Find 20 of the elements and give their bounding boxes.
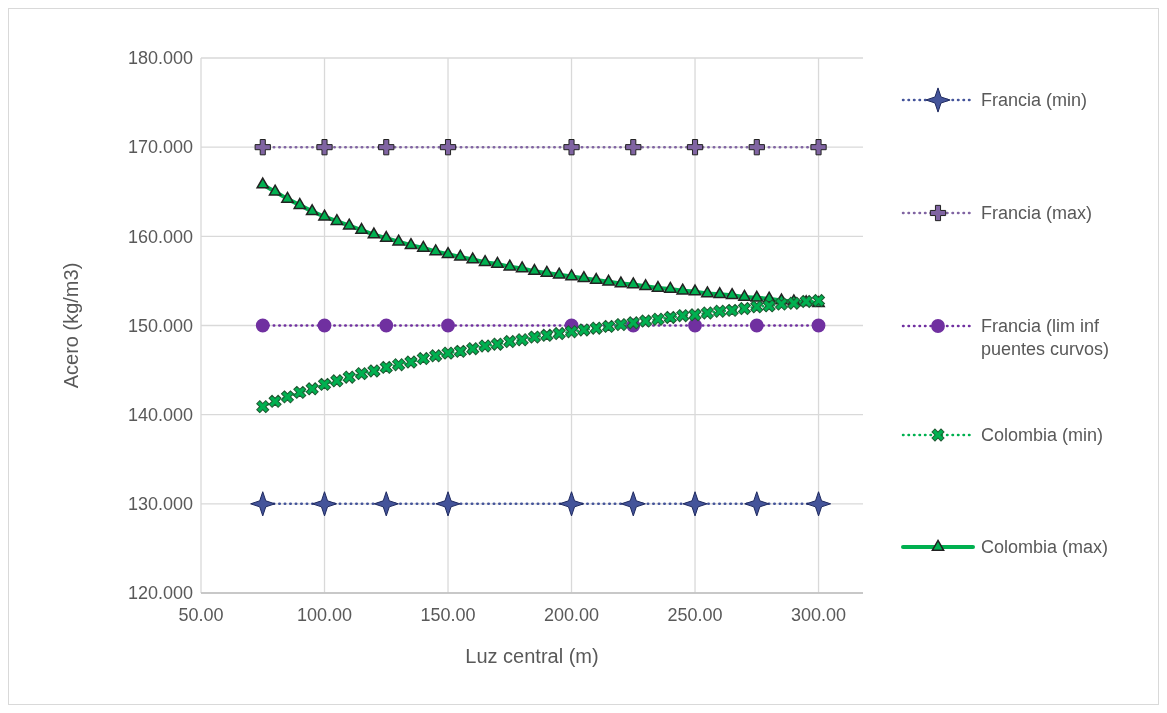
x-tick-label: 250.00 <box>667 605 723 625</box>
y-tick-label: 170.000 <box>127 137 193 158</box>
x-tick-label: 100.00 <box>296 605 353 625</box>
y-axis-title: Acero (kg/m3) <box>60 262 82 389</box>
x-tick-label: 300.00 <box>791 605 847 625</box>
y-tick-label: 120.000 <box>127 583 193 604</box>
y-tick-label: 180.000 <box>127 48 193 69</box>
legend-label: Francia (max) <box>981 203 1093 224</box>
y-tick-label: 130.000 <box>127 494 193 515</box>
legend-label: Francia (min) <box>981 90 1088 111</box>
x-tick-label: 200.00 <box>543 605 600 625</box>
legend-label: Colombia (max) <box>981 537 1109 558</box>
x-axis-title: Luz central (m) <box>465 645 599 667</box>
legend-label: Francia (lim inf puentes curvos) <box>981 316 1110 359</box>
y-tick-label: 140.000 <box>127 404 193 425</box>
x-tick-label: 150.00 <box>420 605 476 625</box>
legend-label: Colombia (min) <box>981 425 1104 446</box>
y-tick-label: 150.000 <box>127 315 193 336</box>
y-tick-label: 160.000 <box>127 226 193 247</box>
x-tick-label: 50.00 <box>178 605 224 625</box>
